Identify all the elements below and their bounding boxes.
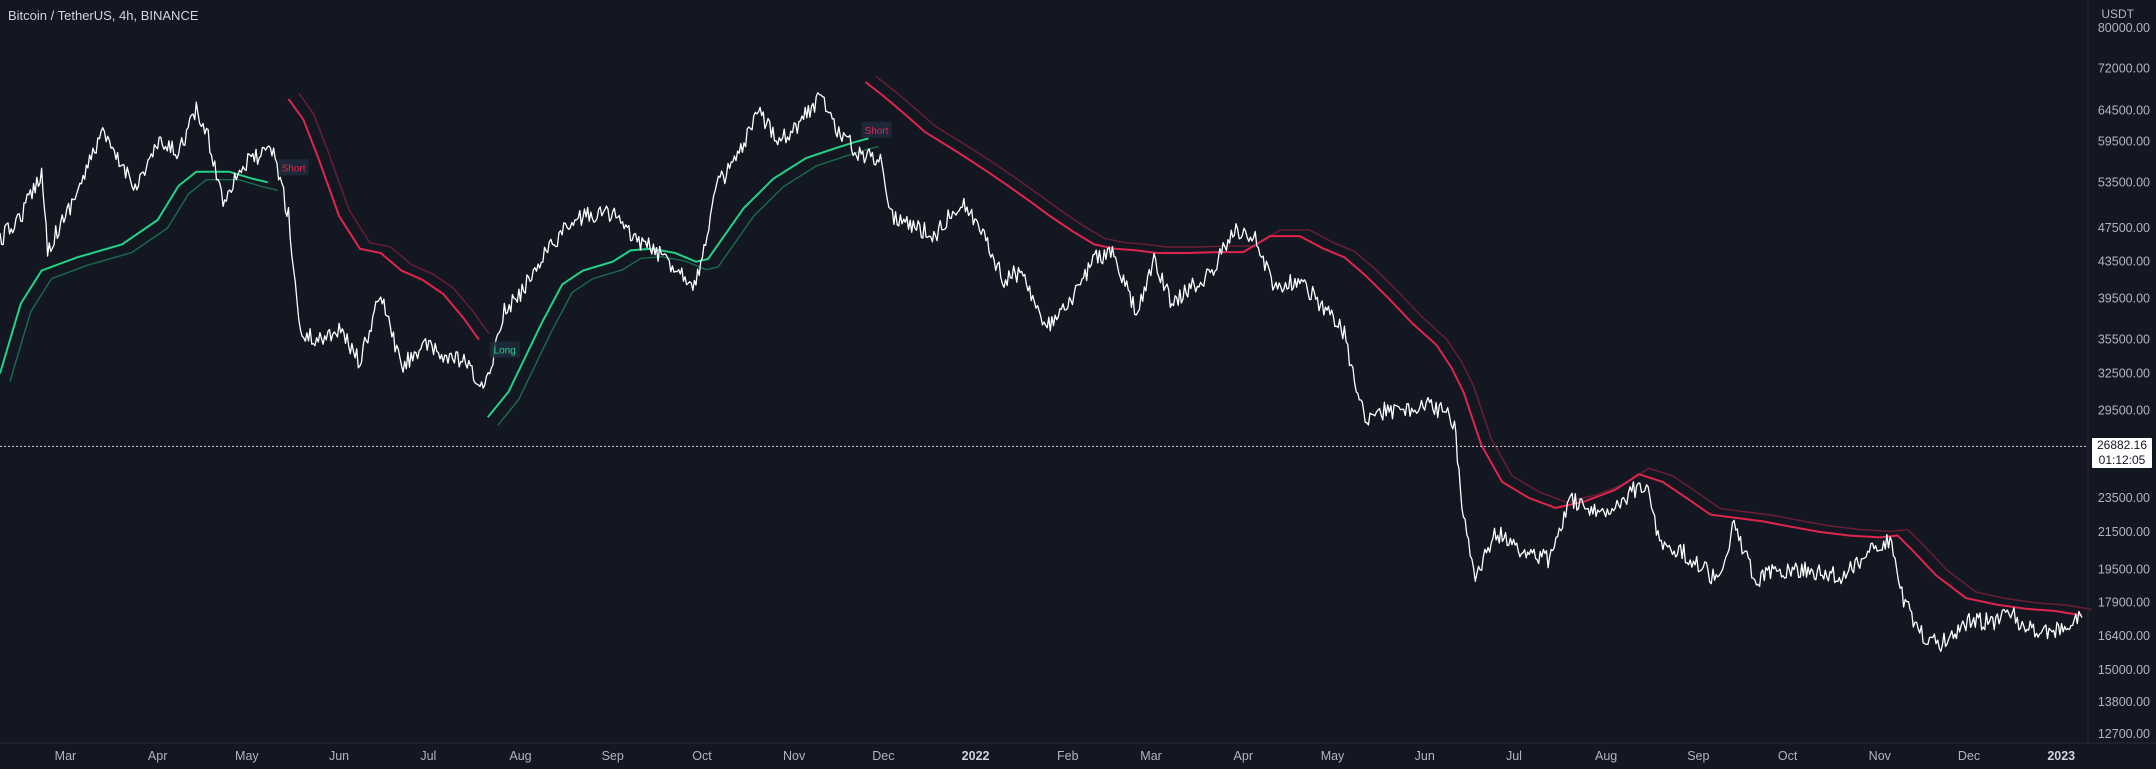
x-tick-label: Oct [692, 749, 712, 763]
x-tick-label: 2023 [2047, 749, 2075, 763]
signal-label-short: Short [865, 126, 889, 137]
signal-label-short: Short [282, 163, 306, 174]
y-tick-label: 53500.00 [2098, 175, 2150, 189]
price-series [0, 92, 2083, 653]
x-tick-label: Nov [1869, 749, 1892, 763]
x-tick-label: Aug [1595, 749, 1617, 763]
x-tick-label: Jul [1506, 749, 1522, 763]
y-tick-label: 43500.00 [2098, 255, 2150, 269]
price-axis[interactable]: 80000.00 72000.00 64500.00 59500.00 53500.00… [2098, 21, 2150, 741]
last-price-badge: 26882.16 01:12:05 [2092, 438, 2152, 469]
price-line [0, 92, 2083, 653]
x-tick-label: Jun [1415, 749, 1435, 763]
y-tick-label: 19500.00 [2098, 563, 2150, 577]
y-tick-label: 32500.00 [2098, 367, 2150, 381]
short-trail-band [287, 98, 480, 341]
long-trail-band [0, 170, 268, 374]
x-tick-label: Dec [1958, 749, 1980, 763]
y-tick-label: 35500.00 [2098, 333, 2150, 347]
time-axis[interactable]: Mar Apr May Jun Jul Aug Sep Oct Nov Dec 2022 Feb Mar… [55, 749, 2076, 763]
x-tick-label: Jun [329, 749, 349, 763]
y-tick-label: 13800.00 [2098, 695, 2150, 709]
short-trail-band [864, 81, 2083, 617]
x-tick-label: Jul [420, 749, 436, 763]
signal-label-long: Long [494, 346, 516, 357]
x-tick-label: Dec [872, 749, 894, 763]
signal-label-bg [489, 341, 520, 358]
x-tick-label: Sep [602, 749, 624, 763]
x-tick-label: Feb [1057, 749, 1079, 763]
signal-label-bg [861, 121, 892, 138]
x-tick-label: May [1321, 749, 1345, 763]
x-tick-label: Apr [1234, 749, 1253, 763]
long-trail-band-secondary [9, 179, 278, 382]
x-tick-label: Apr [148, 749, 167, 763]
last-price-value: 26882.16 [2096, 438, 2148, 453]
bar-countdown: 01:12:05 [2098, 453, 2146, 468]
short-trail-band-secondary [875, 75, 2093, 611]
x-tick-label: Aug [509, 749, 531, 763]
x-tick-label: May [235, 749, 259, 763]
y-tick-label: 39500.00 [2098, 292, 2150, 306]
y-tick-label: 80000.00 [2098, 21, 2150, 35]
short-trail-band-secondary [297, 92, 490, 335]
y-tick-label: 16400.00 [2098, 629, 2150, 643]
y-tick-label: 17900.00 [2098, 595, 2150, 609]
y-tick-label: 21500.00 [2098, 525, 2150, 539]
x-tick-label: Mar [1140, 749, 1162, 763]
y-tick-label: 72000.00 [2098, 61, 2150, 75]
x-tick-label: 2022 [962, 749, 990, 763]
x-tick-label: Nov [783, 749, 806, 763]
y-tick-label: 29500.00 [2098, 404, 2150, 418]
x-tick-label: Sep [1687, 749, 1709, 763]
y-tick-label: 15000.00 [2098, 663, 2150, 677]
x-tick-label: Mar [55, 749, 77, 763]
y-tick-label: 12700.00 [2098, 727, 2150, 741]
long-trail-band-secondary [497, 145, 879, 426]
currency-label: USDT [2101, 7, 2134, 21]
symbol-title: Bitcoin / TetherUS, 4h, BINANCE [8, 8, 199, 23]
signal-labels: Short Long Short [278, 121, 892, 358]
y-tick-label: 64500.00 [2098, 104, 2150, 118]
trailing-bands [0, 75, 2093, 617]
long-trail-band [487, 137, 869, 418]
signal-label-bg [278, 159, 309, 176]
y-tick-label: 59500.00 [2098, 135, 2150, 149]
y-tick-label: 47500.00 [2098, 221, 2150, 235]
y-tick-label: 23500.00 [2098, 491, 2150, 505]
x-tick-label: Oct [1778, 749, 1798, 763]
